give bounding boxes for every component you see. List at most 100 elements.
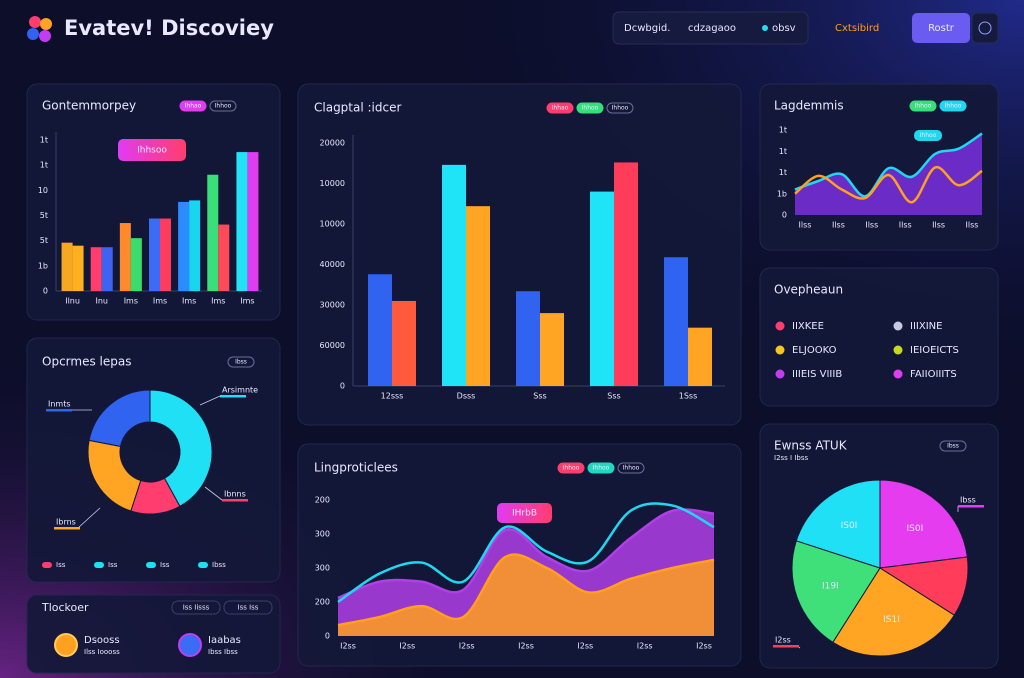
bar (392, 300, 416, 386)
y-tick-label: 300 (315, 564, 330, 573)
x-tick-label: Sss (607, 392, 620, 401)
tag-label: Ihhoo (215, 103, 232, 110)
x-tick-label: I2ss (459, 642, 475, 651)
bar (72, 245, 84, 291)
y-tick-label: 1t (779, 147, 787, 156)
nav-bar (612, 11, 809, 45)
annotation: Arsimnte (222, 386, 258, 395)
tag-label: Ihhoo (623, 465, 640, 472)
panel-title: Tlockoer (41, 601, 89, 614)
nav-item[interactable]: Dcwbgid. (624, 23, 670, 34)
tag (617, 462, 645, 474)
pill (223, 600, 273, 615)
stat-label: Iaabas (208, 635, 241, 646)
y-tick-label: 20000 (320, 139, 345, 148)
stat-icon (178, 633, 202, 657)
panel (26, 594, 281, 674)
icon-button[interactable] (971, 12, 999, 44)
bar (218, 224, 230, 291)
line (337, 502, 715, 604)
tag-label: Ibss (947, 443, 959, 450)
panel (759, 267, 999, 407)
nav-item[interactable]: obsv (772, 23, 796, 34)
line (337, 553, 715, 627)
legend-dot (893, 321, 903, 331)
bar (160, 218, 171, 291)
x-tick-label: Ilss (932, 221, 945, 230)
x-tick-label: Ilss (799, 221, 812, 230)
nav-dot (762, 25, 768, 31)
legend-label: IIXKEE (792, 321, 824, 332)
x-tick-label: Sss (533, 392, 546, 401)
x-tick-label: 12sss (381, 392, 404, 401)
panel-title: Opcrmes lepas (42, 355, 131, 369)
stat-sub: Ilss Ioooss (84, 648, 120, 656)
bar (368, 274, 392, 386)
legend-label: IEIOEICTS (910, 345, 959, 356)
x-tick-label: I2ss (696, 642, 712, 651)
x-tick-label: I2ss (637, 642, 653, 651)
bar (688, 327, 712, 386)
x-tick-label: Ilss (832, 221, 845, 230)
x-tick-label: Ims (240, 297, 254, 306)
y-tick-label: 60000 (320, 341, 345, 350)
bar (207, 174, 219, 291)
legend-dot (775, 345, 785, 355)
stat-icon (54, 633, 78, 657)
legend-dot (775, 321, 785, 331)
slice (88, 389, 151, 447)
tag (209, 100, 237, 112)
line (337, 508, 715, 600)
x-tick-label: I2ss (399, 642, 415, 651)
tag (939, 440, 967, 452)
tag (939, 100, 967, 112)
annotation: Inmts (48, 400, 71, 409)
y-tick-label: 0 (43, 287, 48, 296)
y-tick-label: 5t (40, 211, 48, 220)
y-tick-label: 40000 (320, 260, 345, 269)
annotation-underline (46, 409, 72, 412)
legend-label: Iss (160, 561, 170, 569)
y-tick-label: 300 (315, 530, 330, 539)
tag-label: Ihhoo (593, 465, 610, 472)
leader-line (77, 507, 101, 529)
panel-subtitle: I2ss I Ibss (774, 454, 808, 462)
button-label[interactable]: Rostr (928, 23, 955, 34)
bar (466, 206, 490, 386)
callout (118, 139, 186, 161)
panel (26, 337, 281, 583)
nav-item[interactable]: cdzagaoo (688, 23, 736, 34)
leader-line (204, 486, 223, 501)
callout (497, 503, 552, 523)
x-tick-label: Ims (124, 297, 138, 306)
panel-title: Clagptal :idcer (314, 101, 401, 115)
y-tick-label: 1t (40, 161, 48, 170)
bar (90, 247, 102, 291)
tag-label: Ihhao (552, 105, 569, 112)
tag (227, 356, 255, 368)
x-tick-label: Inu (95, 297, 108, 306)
logo (27, 16, 52, 42)
callout (914, 130, 942, 141)
x-tick-label: Ilnu (65, 297, 80, 306)
x-tick-label: Ilss (966, 221, 979, 230)
header-link[interactable]: Cxtsibird (835, 23, 879, 34)
bar (236, 152, 248, 291)
primary-button[interactable] (912, 13, 970, 43)
stat-sub: Ibss Ibss (208, 648, 238, 656)
annotation-underline (958, 505, 984, 508)
panel-title: Gontemmorpey (42, 99, 136, 113)
tag-label: Ihhoo (563, 465, 580, 472)
x-tick-label: I2ss (577, 642, 593, 651)
slice-label: IS1I (883, 615, 900, 625)
icon (978, 21, 992, 35)
legend-label: Iss (108, 561, 118, 569)
y-tick-label: 200 (315, 598, 330, 607)
tag (587, 462, 615, 474)
pill (171, 600, 221, 615)
legend-dot (775, 369, 785, 379)
legend-swatch (94, 562, 104, 568)
y-tick-label: 1t (779, 126, 787, 135)
y-tick-label: 10000 (320, 220, 345, 229)
tag (557, 462, 585, 474)
